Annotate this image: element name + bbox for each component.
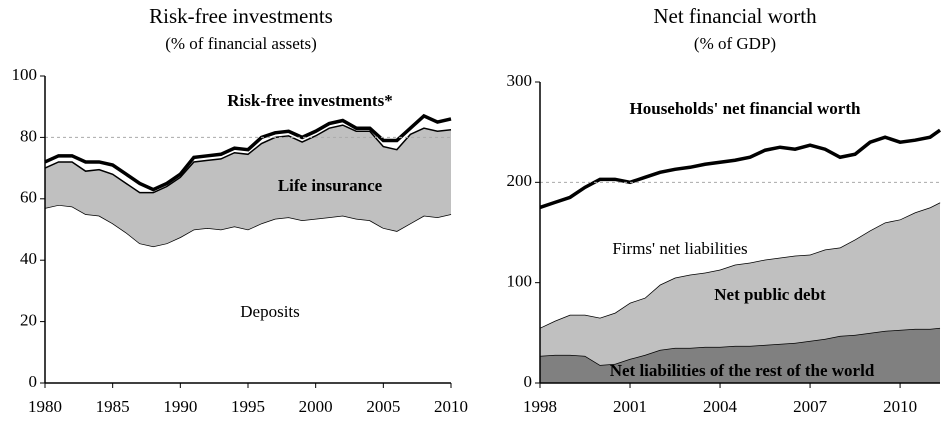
series-label: Deposits [240, 302, 300, 321]
stacked-area [540, 202, 940, 365]
y-tick-label: 200 [507, 171, 533, 190]
y-tick-label: 60 [20, 188, 37, 207]
x-tick-label: 1985 [96, 397, 130, 416]
y-tick-label: 80 [20, 126, 37, 145]
y-tick-label: 0 [524, 372, 533, 391]
stacked-area [45, 204, 451, 383]
area-edge [539, 201, 941, 329]
chart-subtitle: (% of GDP) [694, 34, 776, 53]
y-tick-label: 100 [507, 272, 533, 291]
x-tick-label: 1990 [163, 397, 197, 416]
series-label: Households' net financial worth [630, 99, 861, 118]
chart-title: Net financial worth [653, 4, 817, 28]
area-edge [44, 124, 452, 194]
x-tick-label: 2010 [883, 397, 917, 416]
x-tick-label: 2001 [613, 397, 647, 416]
x-tick-label: 2000 [299, 397, 333, 416]
x-tick-label: 1995 [231, 397, 265, 416]
x-tick-label: 1998 [523, 397, 557, 416]
y-tick-label: 100 [12, 65, 38, 84]
x-tick-label: 1980 [28, 397, 62, 416]
x-tick-label: 2007 [793, 397, 828, 416]
stacked-area [540, 327, 940, 383]
y-tick-label: 20 [20, 311, 37, 330]
series-label: Net liabilities of the rest of the world [610, 361, 875, 380]
series-label: Life insurance [278, 176, 383, 195]
x-tick-label: 2004 [703, 397, 738, 416]
x-tick-label: 2010 [434, 397, 468, 416]
series-label: Firms' net liabilities [612, 239, 747, 258]
stacked-area [45, 125, 451, 247]
series-label: Risk-free investments* [227, 91, 392, 110]
chart-title: Risk-free investments [149, 4, 333, 28]
total-line [539, 128, 942, 210]
total-line [44, 113, 452, 192]
y-tick-label: 0 [29, 372, 38, 391]
chart-subtitle: (% of financial assets) [165, 34, 317, 53]
x-tick-label: 2005 [366, 397, 400, 416]
y-tick-label: 40 [20, 249, 37, 268]
series-label: Net public debt [714, 285, 826, 304]
y-tick-label: 300 [507, 71, 533, 90]
